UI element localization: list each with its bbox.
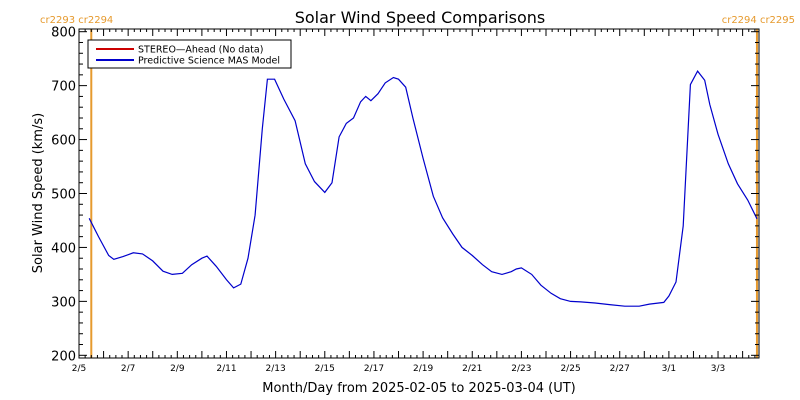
x-tick-label: 2/9 <box>170 364 185 374</box>
carrington-label-right: cr2294 cr2295 <box>722 15 795 26</box>
x-tick-label: 2/5 <box>72 364 86 374</box>
y-tick-label: 600 <box>51 134 76 149</box>
x-axis-title: Month/Day from 2025-02-05 to 2025-03-04 … <box>262 381 575 396</box>
y-tick-label: 300 <box>51 295 76 310</box>
x-tick-label: 2/27 <box>610 364 630 374</box>
legend-label-stereo: STEREO—Ahead (No data) <box>138 45 263 56</box>
x-tick-label: 2/19 <box>413 364 433 374</box>
series-layer <box>88 70 758 307</box>
x-tick-label: 2/13 <box>266 364 286 374</box>
plot-frame <box>78 28 760 359</box>
legend-label-mas: Predictive Science MAS Model <box>138 56 280 67</box>
y-axis-title: Solar Wind Speed (km/s) <box>31 113 46 273</box>
chart-title: Solar Wind Speed Comparisons <box>295 8 546 27</box>
x-tick-label: 2/25 <box>560 364 580 374</box>
x-tick-label: 2/7 <box>121 364 135 374</box>
x-tick-label: 2/15 <box>315 364 335 374</box>
series-line-1 <box>88 70 758 307</box>
legend: STEREO—Ahead (No data) Predictive Scienc… <box>87 39 292 69</box>
x-tick-label: 2/17 <box>364 364 384 374</box>
carrington-markers <box>90 29 758 358</box>
carrington-label-left: cr2293 cr2294 <box>40 15 113 26</box>
y-tick-label: 200 <box>51 349 76 364</box>
x-tick-label: 2/21 <box>462 364 482 374</box>
x-axis-ticks: 2/5 2/7 2/9 2/11 2/13 2/15 2/17 2/19 2/21 2/23 2/2… <box>72 29 756 374</box>
x-tick-label: 2/23 <box>511 364 531 374</box>
y-axis-ticks: 200 300 400 500 600 700 800 <box>51 26 759 364</box>
x-tick-label: 3/3 <box>711 364 725 374</box>
x-tick-label: 3/1 <box>662 364 676 374</box>
y-tick-label: 700 <box>51 80 76 95</box>
y-tick-label: 500 <box>51 188 76 203</box>
legend-box <box>87 39 292 69</box>
y-tick-label: 800 <box>51 26 76 41</box>
x-tick-label: 2/11 <box>216 364 236 374</box>
y-tick-label: 400 <box>51 241 76 256</box>
